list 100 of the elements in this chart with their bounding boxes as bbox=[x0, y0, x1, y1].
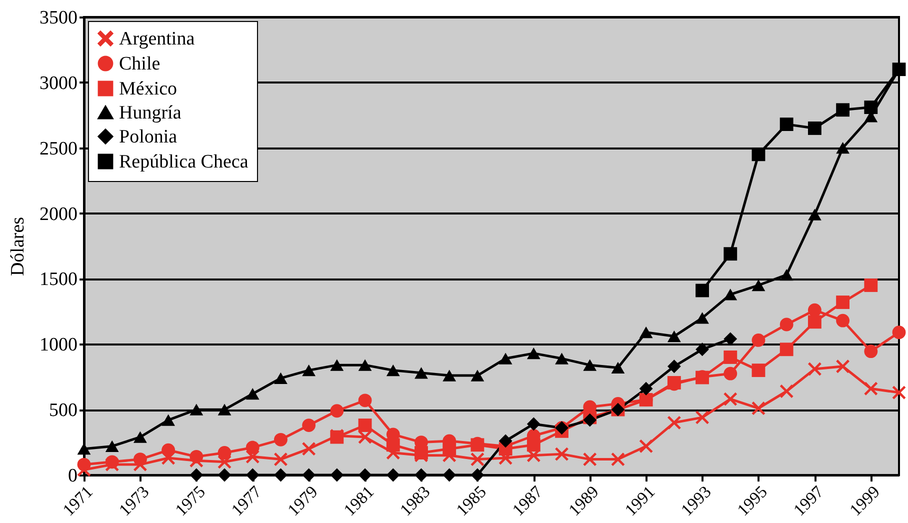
point bbox=[105, 455, 119, 469]
point bbox=[526, 438, 540, 452]
point bbox=[442, 370, 456, 382]
point bbox=[639, 382, 653, 396]
point bbox=[808, 362, 822, 376]
point bbox=[724, 366, 738, 380]
y-tick-label: 3000 bbox=[40, 72, 78, 94]
point bbox=[752, 148, 766, 162]
point bbox=[696, 312, 709, 324]
point bbox=[246, 468, 260, 482]
point bbox=[302, 468, 316, 482]
point bbox=[836, 314, 850, 328]
point bbox=[696, 284, 709, 298]
point bbox=[667, 360, 681, 374]
point bbox=[358, 359, 372, 371]
point bbox=[442, 442, 456, 456]
y-tick-label: 500 bbox=[49, 400, 78, 422]
point bbox=[498, 434, 512, 448]
point bbox=[555, 447, 568, 461]
point bbox=[526, 417, 540, 431]
point bbox=[190, 404, 204, 416]
point bbox=[864, 278, 878, 292]
point bbox=[274, 372, 288, 384]
point bbox=[414, 367, 428, 379]
point bbox=[780, 384, 794, 398]
point bbox=[583, 413, 597, 427]
point bbox=[442, 468, 456, 482]
point bbox=[218, 446, 232, 460]
point bbox=[77, 458, 91, 472]
point bbox=[808, 315, 822, 329]
point bbox=[134, 452, 147, 466]
point bbox=[190, 468, 204, 482]
point bbox=[808, 208, 822, 220]
point bbox=[583, 359, 597, 371]
legend-label: República Checa bbox=[119, 152, 249, 172]
point bbox=[639, 326, 653, 338]
point bbox=[330, 468, 344, 482]
point bbox=[752, 279, 766, 292]
point bbox=[358, 418, 372, 432]
point bbox=[246, 388, 260, 400]
point bbox=[302, 418, 316, 432]
point bbox=[892, 386, 906, 400]
point bbox=[414, 446, 428, 460]
y-tick-label: 1500 bbox=[40, 269, 78, 290]
point bbox=[724, 350, 738, 364]
point bbox=[190, 450, 204, 464]
point bbox=[611, 362, 625, 374]
point bbox=[246, 440, 260, 454]
point bbox=[752, 334, 766, 347]
legend-label: Chile bbox=[119, 54, 160, 74]
point bbox=[274, 432, 288, 446]
point bbox=[724, 288, 738, 300]
legend-label: Hungría bbox=[119, 102, 182, 124]
point bbox=[330, 404, 344, 418]
y-tick-label: 3500 bbox=[40, 8, 78, 28]
point bbox=[639, 393, 653, 406]
point bbox=[724, 392, 738, 406]
point bbox=[386, 468, 400, 482]
point bbox=[134, 431, 147, 443]
point bbox=[162, 414, 176, 426]
point bbox=[836, 360, 850, 374]
y-axis-title: Dólares bbox=[8, 216, 28, 276]
point bbox=[274, 452, 288, 466]
point bbox=[470, 468, 484, 482]
point bbox=[498, 352, 512, 364]
legend-label: Argentina bbox=[119, 28, 196, 50]
point bbox=[780, 118, 794, 132]
legend-label: Polonia bbox=[119, 126, 178, 148]
point bbox=[358, 394, 372, 408]
point bbox=[77, 443, 91, 455]
point bbox=[358, 430, 372, 444]
point bbox=[836, 142, 850, 154]
point bbox=[611, 452, 625, 466]
point bbox=[218, 468, 232, 482]
y-tick-label: 1000 bbox=[40, 334, 78, 356]
point bbox=[864, 382, 878, 396]
point bbox=[555, 352, 568, 364]
point bbox=[386, 438, 400, 452]
point bbox=[780, 318, 794, 332]
point bbox=[808, 122, 822, 135]
point bbox=[414, 468, 428, 482]
point bbox=[864, 100, 878, 114]
point bbox=[470, 370, 484, 382]
point bbox=[274, 468, 288, 482]
y-tick-label: 2000 bbox=[40, 204, 78, 225]
point bbox=[330, 359, 344, 371]
point bbox=[583, 452, 597, 466]
point bbox=[696, 410, 709, 424]
point bbox=[162, 443, 176, 457]
point bbox=[808, 303, 822, 317]
point bbox=[358, 468, 372, 482]
point bbox=[667, 416, 681, 430]
point bbox=[667, 330, 681, 342]
point bbox=[836, 103, 850, 117]
point bbox=[780, 268, 794, 281]
y-tick-label: 2500 bbox=[40, 138, 78, 160]
point bbox=[302, 364, 316, 376]
point bbox=[386, 364, 400, 376]
point bbox=[639, 440, 653, 453]
point bbox=[696, 342, 709, 356]
